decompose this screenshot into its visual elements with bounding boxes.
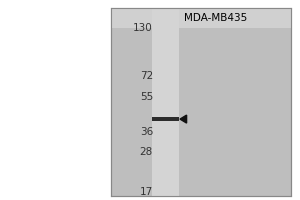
Text: MDA-MB435: MDA-MB435 <box>184 13 248 23</box>
Bar <box>152 8 178 196</box>
Polygon shape <box>180 115 187 123</box>
Text: 17: 17 <box>140 187 153 197</box>
Bar <box>152 117 178 121</box>
Text: 130: 130 <box>133 23 153 33</box>
Text: 55: 55 <box>140 92 153 102</box>
Text: 72: 72 <box>140 71 153 81</box>
Text: 36: 36 <box>140 127 153 137</box>
Text: 28: 28 <box>140 147 153 157</box>
Bar <box>111 8 291 28</box>
Bar <box>111 8 291 196</box>
